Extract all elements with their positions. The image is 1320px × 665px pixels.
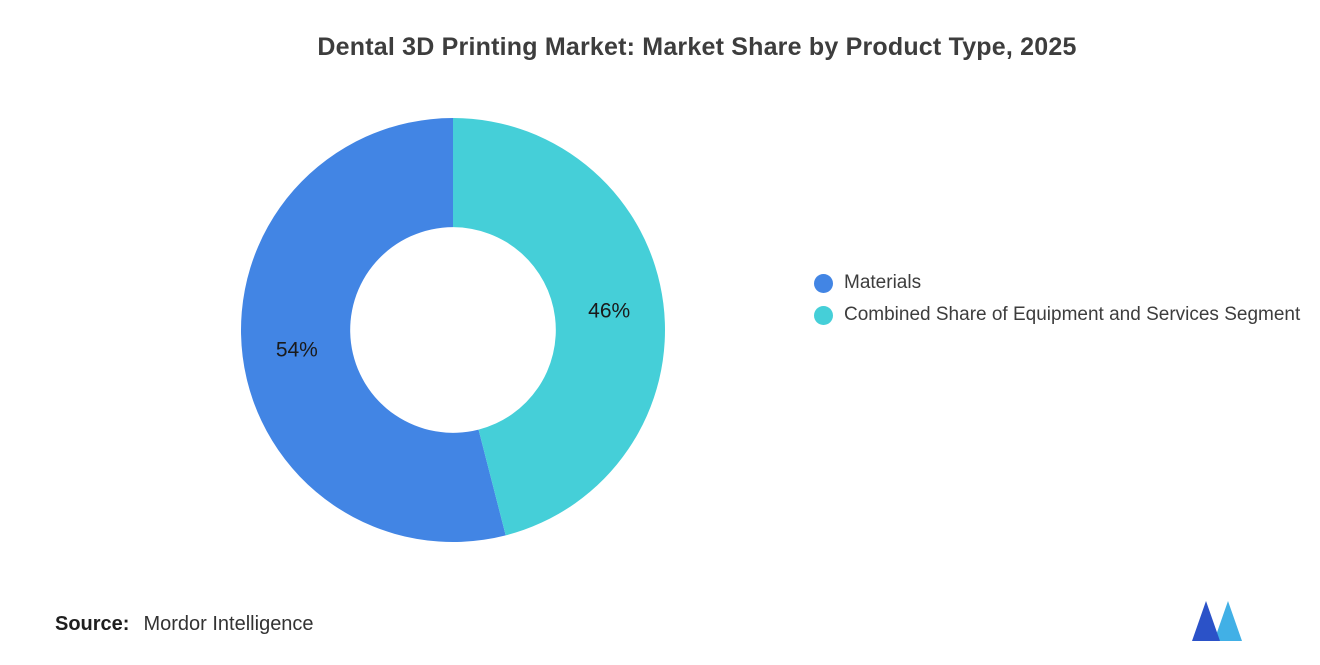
legend-swatch-equipment-services	[814, 306, 833, 325]
legend-label-equipment-services: Combined Share of Equipment and Services…	[844, 304, 1301, 325]
source-value: Mordor Intelligence	[143, 613, 314, 635]
donut-segment-0	[240, 118, 506, 542]
chart-title: Dental 3D Printing Market: Market Share …	[317, 33, 1077, 61]
source-label: Source:	[55, 613, 130, 635]
legend: Materials Combined Share of Equipment an…	[814, 269, 1300, 329]
donut-chart: 54% 46%	[240, 118, 665, 542]
legend-label-materials: Materials	[844, 272, 922, 293]
legend-item-equipment-services: Combined Share of Equipment and Services…	[814, 301, 1300, 329]
logo-shape-primary	[1192, 601, 1220, 641]
donut-label-1: 46%	[588, 299, 630, 322]
mordor-intelligence-logo	[1192, 601, 1242, 641]
source-line: Source: Mordor Intelligence	[55, 613, 314, 636]
legend-swatch-materials	[814, 274, 833, 293]
logo-shape-secondary	[1214, 601, 1242, 641]
donut-label-0: 54%	[276, 339, 318, 362]
donut-segment-1	[453, 118, 665, 536]
legend-item-materials: Materials	[814, 269, 1300, 297]
